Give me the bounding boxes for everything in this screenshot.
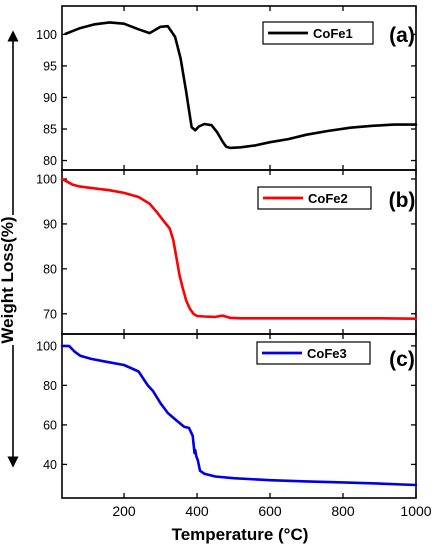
x-tick-label: 200 [112, 503, 136, 519]
y-axis-title-group: Weight Loss(%) [0, 30, 19, 468]
legend: CoFe3 [256, 341, 371, 365]
series-line-cofe2 [60, 177, 418, 321]
panel-a: 80 85 90 95 100 CoFe1 (a) [36, 5, 418, 171]
y-tick-label: 40 [43, 458, 57, 472]
series-line-cofe3 [60, 344, 418, 487]
legend: CoFe1 [262, 21, 374, 45]
y-tick-label: 80 [43, 262, 57, 276]
legend-label: CoFe2 [308, 191, 348, 206]
panels-layer: 80 85 90 95 100 CoFe1 (a) 70 80 90 100 CoFe2 (b) 40 60… [36, 5, 432, 519]
y-tick-label: 100 [36, 172, 57, 186]
y-tick-label: 100 [36, 28, 57, 42]
legend-box [257, 186, 372, 210]
x-tick-label: 1000 [400, 503, 431, 519]
plot-frame [61, 333, 417, 499]
y-tick-label: 80 [43, 379, 57, 393]
panel-b: 70 80 90 100 CoFe2 (b) [36, 169, 418, 335]
x-tick-label: 800 [331, 503, 355, 519]
y-tick-label: 85 [43, 123, 57, 137]
y-tick-label: 95 [43, 59, 57, 73]
x-tick-label: 400 [185, 503, 209, 519]
x-tick-label: 600 [258, 503, 282, 519]
series-line-cofe1 [64, 21, 418, 150]
legend: CoFe2 [257, 186, 372, 210]
y-tick-label: 70 [43, 307, 57, 321]
y-tick-label: 90 [43, 91, 57, 105]
y-tick-label: 80 [43, 154, 57, 168]
panel-c: 40 60 80 100 200 400 600 800 1000 CoFe3 (c) [36, 333, 432, 519]
y-tick-label: 90 [43, 217, 57, 231]
panel-label: (a) [389, 24, 415, 47]
panel-label: (b) [389, 189, 416, 212]
y-axis-title: Weight Loss(%) [0, 216, 17, 343]
x-axis-title: Temperature (°C) [172, 525, 309, 544]
legend-label: CoFe1 [313, 26, 353, 41]
y-tick-label: 60 [43, 418, 57, 432]
panel-label: (c) [389, 348, 415, 371]
legend-box [262, 21, 374, 45]
legend-box [256, 341, 371, 365]
y-tick-label: 100 [36, 339, 57, 353]
legend-label: CoFe3 [307, 346, 347, 361]
